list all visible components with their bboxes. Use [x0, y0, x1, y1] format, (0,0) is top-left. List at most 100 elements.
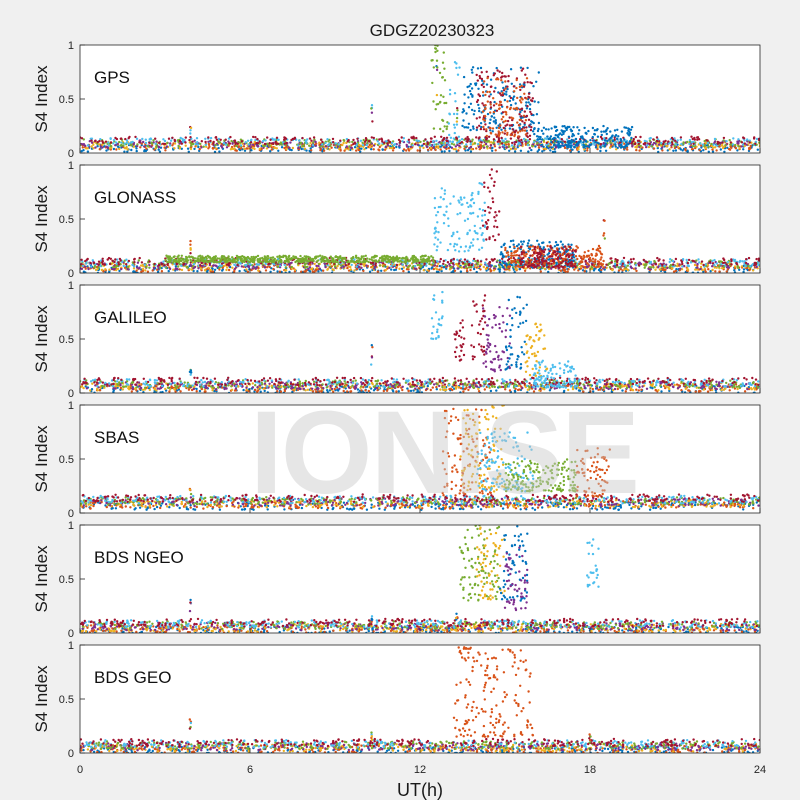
- data-point: [439, 148, 442, 151]
- data-point: [603, 237, 606, 240]
- data-point: [218, 141, 222, 144]
- data-point: [519, 130, 522, 133]
- data-point: [648, 266, 652, 269]
- data-point: [136, 261, 140, 264]
- data-point: [548, 249, 551, 253]
- data-point: [614, 140, 617, 143]
- data-point: [429, 146, 433, 150]
- data-point: [359, 139, 363, 142]
- data-point: [456, 258, 459, 261]
- data-point: [504, 141, 507, 144]
- data-point: [450, 234, 454, 238]
- data-point: [497, 130, 500, 133]
- data-point: [602, 266, 605, 269]
- data-point: [493, 180, 496, 184]
- data-point: [108, 268, 111, 271]
- data-point: [476, 263, 479, 266]
- data-point: [370, 148, 373, 151]
- data-point: [507, 74, 510, 78]
- data-point: [465, 126, 468, 129]
- data-point: [148, 141, 151, 144]
- data-point: [738, 268, 741, 271]
- data-point: [506, 133, 509, 136]
- data-point: [413, 267, 417, 270]
- data-point: [596, 141, 599, 144]
- data-point: [441, 264, 444, 267]
- data-point: [454, 100, 457, 103]
- data-point: [207, 136, 210, 139]
- data-point: [569, 264, 572, 267]
- data-point: [599, 265, 603, 269]
- data-point: [368, 270, 372, 273]
- data-point: [547, 270, 550, 273]
- data-point: [482, 265, 485, 269]
- data-point: [722, 145, 726, 148]
- data-point: [516, 258, 519, 262]
- data-point: [233, 267, 237, 270]
- data-point: [426, 141, 429, 144]
- data-point: [268, 265, 271, 269]
- data-point: [158, 150, 162, 153]
- data-point: [218, 150, 221, 153]
- data-point: [258, 140, 261, 143]
- data-point: [506, 119, 510, 123]
- data-point: [583, 270, 586, 273]
- data-point: [368, 146, 372, 149]
- data-point: [451, 140, 454, 144]
- data-point: [679, 136, 683, 139]
- data-point: [455, 243, 459, 246]
- data-point: [632, 139, 635, 143]
- data-point: [251, 267, 254, 270]
- data-point: [179, 136, 182, 140]
- data-point: [582, 254, 586, 257]
- data-point: [380, 144, 383, 147]
- data-point: [510, 254, 513, 257]
- data-point: [472, 201, 476, 205]
- data-point: [321, 143, 324, 146]
- data-point: [169, 142, 172, 145]
- data-point: [484, 123, 487, 126]
- data-point: [235, 144, 238, 148]
- data-point: [422, 139, 426, 143]
- data-point: [132, 270, 135, 273]
- data-point: [472, 267, 476, 271]
- data-point: [663, 270, 667, 273]
- data-point: [481, 232, 484, 235]
- data-point: [217, 146, 220, 150]
- data-point: [477, 93, 480, 96]
- data-point: [568, 125, 571, 129]
- data-point: [484, 104, 487, 107]
- data-point: [494, 86, 497, 90]
- data-point: [584, 260, 587, 263]
- data-point: [599, 252, 603, 255]
- data-point: [143, 263, 146, 266]
- data-point: [632, 137, 635, 141]
- data-point: [140, 270, 143, 273]
- data-point: [442, 266, 446, 269]
- data-point: [388, 266, 391, 269]
- data-point: [463, 145, 466, 148]
- data-point: [244, 263, 248, 267]
- data-point: [718, 145, 721, 148]
- data-point: [332, 268, 335, 272]
- data-point: [510, 82, 513, 86]
- data-point: [563, 125, 566, 128]
- data-point: [142, 140, 145, 144]
- data-point: [355, 149, 358, 152]
- data-point: [519, 142, 522, 145]
- data-point: [162, 260, 165, 263]
- data-point: [533, 100, 536, 103]
- data-point: [227, 268, 231, 272]
- data-point: [362, 138, 365, 142]
- data-point: [491, 146, 494, 150]
- data-point: [606, 139, 609, 143]
- data-point: [448, 149, 451, 153]
- data-point: [757, 263, 760, 266]
- data-point: [189, 136, 192, 139]
- data-point: [204, 143, 208, 147]
- data-point: [741, 143, 745, 146]
- data-point: [497, 126, 501, 130]
- data-point: [481, 209, 485, 212]
- data-point: [707, 145, 710, 148]
